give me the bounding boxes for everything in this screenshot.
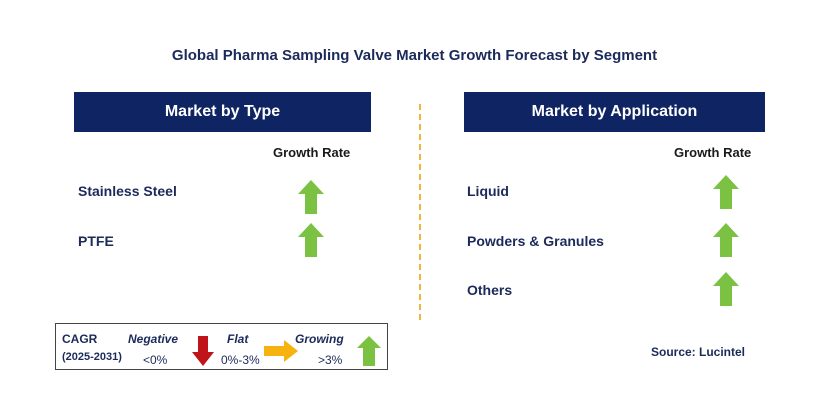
up-arrow-icon: [713, 272, 739, 306]
right-arrow-icon: [264, 340, 298, 362]
chart-title: Global Pharma Sampling Valve Market Grow…: [171, 47, 658, 64]
up-arrow-icon: [713, 175, 739, 209]
type-item-stainless-steel: Stainless Steel: [78, 183, 177, 199]
application-item-powders-granules: Powders & Granules: [467, 233, 604, 249]
source-note: Source: Lucintel: [651, 345, 746, 359]
type-item-ptfe: PTFE: [78, 233, 114, 249]
legend-negative-label: Negative: [128, 332, 179, 346]
up-arrow-icon: [298, 223, 324, 257]
application-item-liquid: Liquid: [467, 183, 509, 199]
legend-negative-range: <0%: [143, 353, 168, 367]
legend-flat-range: 0%-3%: [221, 353, 260, 367]
legend-growing-label: Growing: [295, 332, 344, 346]
legend-flat-label: Flat: [227, 332, 249, 346]
right-panel-header: Market by Application: [464, 92, 765, 132]
cagr-legend: CAGR (2025-2031) Negative <0% Flat 0%-3%…: [55, 323, 388, 370]
up-arrow-icon: [298, 180, 324, 214]
legend-growing-range: >3%: [318, 353, 343, 367]
left-growth-rate-label: Growth Rate: [273, 145, 351, 160]
left-panel-header: Market by Type: [74, 92, 371, 132]
up-arrow-icon: [357, 336, 381, 366]
legend-period: (2025-2031): [62, 351, 122, 363]
right-growth-rate-label: Growth Rate: [674, 145, 752, 160]
application-item-others: Others: [467, 282, 513, 298]
panel-divider: [419, 104, 421, 320]
up-arrow-icon: [713, 223, 739, 257]
down-arrow-icon: [192, 336, 214, 366]
legend-cagr-label: CAGR: [62, 332, 98, 346]
